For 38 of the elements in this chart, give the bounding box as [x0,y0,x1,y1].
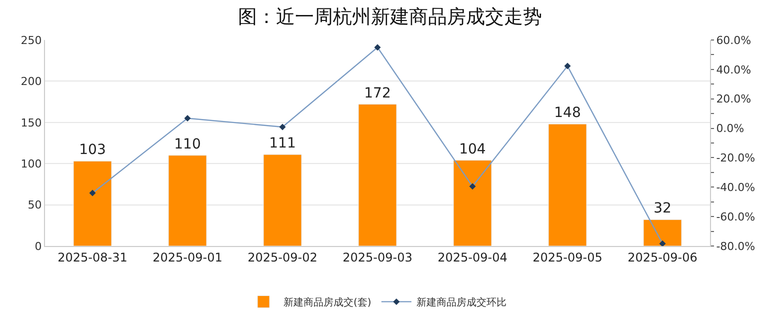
y2-tick-label: 0.0% [716,122,744,136]
y-tick-label: 150 [20,116,42,130]
y-tick-label: 0 [34,240,42,253]
data-label: 148 [554,105,581,122]
x-tick-label: 2025-09-02 [248,250,318,264]
x-tick-label: 2025-09-06 [628,250,698,264]
x-tick-label: 2025-09-05 [532,250,602,264]
y2-tick-label: -20.0% [716,152,756,165]
y2-tick-label: -60.0% [716,210,756,224]
data-label: 104 [459,141,486,158]
y2-tick-label: -40.0% [716,180,756,194]
bar [453,160,492,246]
y-tick-label: 100 [20,157,42,170]
x-tick-label: 2025-09-03 [342,250,412,264]
chart-title: 图：近一周杭州新建商品房成交走势 [238,6,542,28]
y-tick-label: 50 [28,198,42,212]
bar [73,160,112,246]
bar [358,104,397,246]
data-label: 111 [269,136,296,152]
y-tick-label: 200 [20,75,42,88]
y2-tick-label: 40.0% [716,63,752,76]
bar [548,124,587,246]
x-tick-label: 2025-08-31 [58,250,128,264]
y2-tick-label: 20.0% [716,92,752,106]
bar [263,154,302,246]
y2-tick-label: -80.0% [716,240,756,253]
data-label: 172 [364,85,391,102]
data-label: 103 [79,142,106,158]
y-tick-label: 250 [20,34,42,47]
legend-label: 新建商品房成交(套) [284,296,372,309]
bar [168,155,207,246]
data-label: 32 [654,200,672,217]
legend-label: 新建商品房成交环比 [416,296,506,309]
x-tick-label: 2025-09-04 [438,250,508,264]
bar [643,219,682,246]
y2-tick-label: 60.0% [716,34,752,47]
data-label: 110 [174,136,201,152]
x-tick-label: 2025-09-01 [152,250,222,264]
